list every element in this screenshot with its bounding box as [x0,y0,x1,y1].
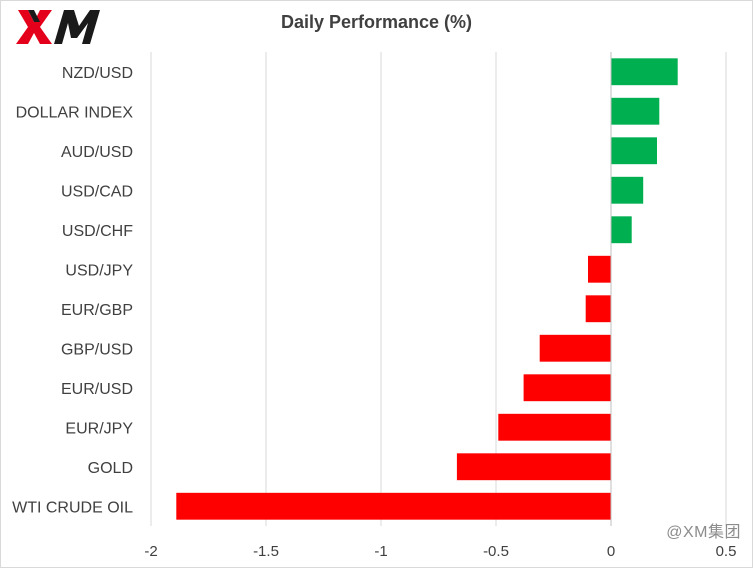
category-label: EUR/JPY [65,420,133,437]
category-label: NZD/USD [62,65,133,82]
bar [523,374,611,402]
watermark: @XM集团 [666,524,741,541]
bar [611,176,644,204]
bar [611,137,657,165]
x-tick-label: 0 [607,543,615,560]
bar [585,295,611,323]
x-tick-label: -2 [144,543,157,560]
bar [539,334,611,362]
x-tick-label: -1.5 [253,543,279,560]
bar [456,453,611,481]
chart-title: Daily Performance (%) [280,12,473,32]
x-tick-label: -0.5 [483,543,509,560]
x-tick-label: 0.5 [716,543,737,560]
category-label: AUD/USD [61,144,133,161]
bar [611,58,678,86]
category-label: USD/JPY [65,262,133,279]
bar [498,413,611,441]
category-label: GBP/USD [61,341,133,358]
bar [588,255,611,283]
xm-logo: XM [16,10,100,44]
category-label: EUR/GBP [61,302,133,319]
category-label: USD/CAD [61,183,133,200]
bar [176,492,612,520]
x-tick-label: -1 [374,543,387,560]
bar [611,216,632,244]
bar [611,97,660,125]
category-label: USD/CHF [62,223,133,240]
category-label: WTI CRUDE OIL [12,499,133,516]
category-label: EUR/USD [61,381,133,398]
category-label: GOLD [88,460,133,477]
category-label: DOLLAR INDEX [16,104,134,121]
